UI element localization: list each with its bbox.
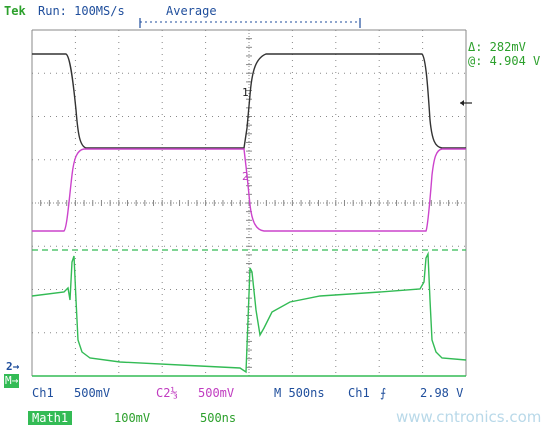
ch1-scale: 500mV [74, 386, 111, 400]
ch1-label: Ch1 [32, 386, 54, 400]
ch1-trace-marker: 1 [242, 86, 249, 99]
math-waveform [31, 251, 467, 374]
ch2-scale: 500mV [198, 386, 235, 400]
ch2-waveform [32, 148, 466, 232]
run-status: Run: 100MS/s [38, 4, 125, 18]
trigger-level: 2.98 V [420, 386, 464, 400]
math-ground-marker: M→ [4, 374, 20, 388]
timebase-readout: M 500ns [274, 386, 325, 400]
math1-scale: 100mV [114, 411, 151, 425]
trigger-source: Ch1 [348, 386, 370, 400]
ch2-ground-marker: 2→ [6, 360, 20, 373]
watermark: www.cntronics.com [396, 408, 542, 426]
acquisition-mode: Average [166, 4, 217, 18]
math1-time: 500ns [200, 411, 237, 425]
ch1-waveform [32, 53, 466, 149]
ch2-trace-marker: 2 [242, 170, 249, 183]
trigger-slope-icon: ⨍ [380, 386, 387, 400]
cursor-position-readout: @: 4.904 V [468, 54, 541, 68]
math1-label: Math1 [28, 411, 73, 425]
ch2-label: C2⅓ [156, 386, 178, 400]
cursor-delta-readout: Δ: 282mV [468, 40, 526, 54]
brand-label: Tek [4, 4, 26, 18]
